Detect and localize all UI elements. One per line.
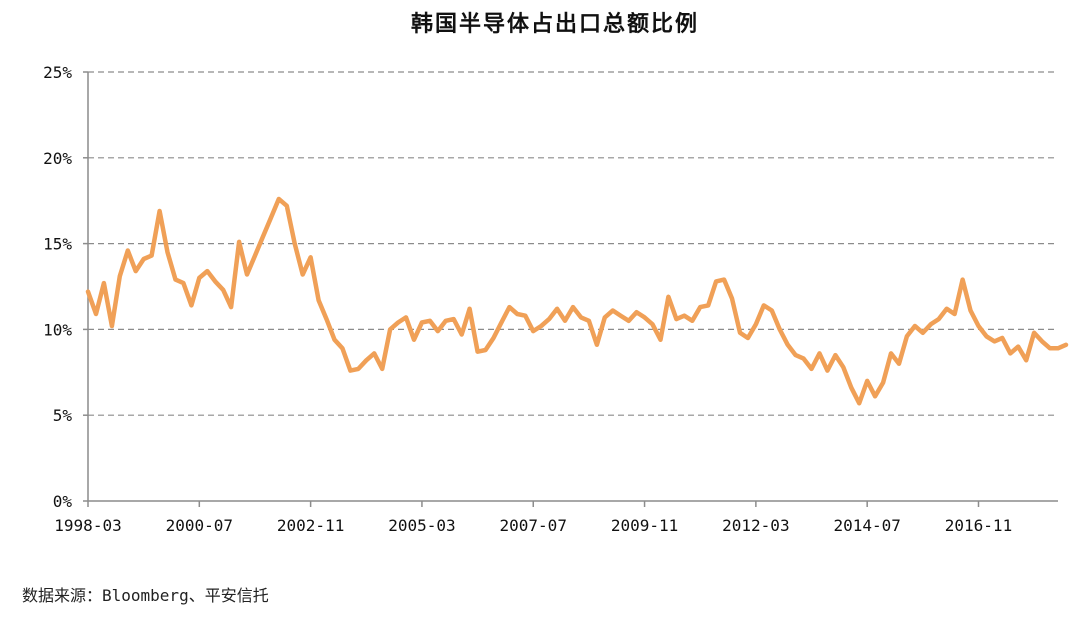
x-tick-label: 2014-07 [833, 516, 900, 535]
y-tick-label: 5% [53, 406, 73, 425]
y-tick-label: 25% [43, 63, 72, 82]
x-tick-label: 2016-11 [945, 516, 1012, 535]
x-tick-label: 2002-11 [277, 516, 344, 535]
y-tick-label: 10% [43, 320, 72, 339]
x-tick-label: 1998-03 [54, 516, 121, 535]
x-tick-label: 2007-07 [500, 516, 567, 535]
x-tick-label: 2012-03 [722, 516, 789, 535]
series-line [85, 196, 1069, 406]
source-note: 数据来源：Bloomberg、平安信托 [22, 586, 269, 605]
y-tick-label: 20% [43, 149, 72, 168]
x-tick-label: 2009-11 [611, 516, 678, 535]
x-tick-label: 2005-03 [388, 516, 455, 535]
y-tick-label: 15% [43, 235, 72, 254]
y-tick-label: 0% [53, 492, 73, 511]
x-tick-label: 2000-07 [166, 516, 233, 535]
chart-title: 韩国半导体占出口总额比例 [410, 11, 699, 37]
